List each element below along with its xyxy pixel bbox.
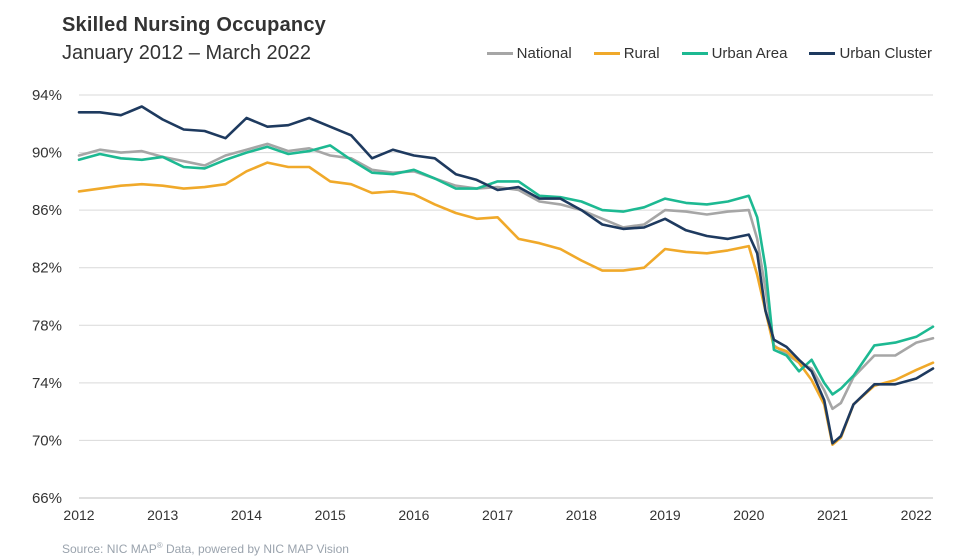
- series-lines: [77, 105, 935, 447]
- legend-swatch-urban-area: [681, 52, 708, 55]
- legend: National Rural Urban Area Urban Cluster: [486, 45, 932, 62]
- registered-mark: ®: [156, 541, 163, 550]
- source-text: Source: NIC MAP: [62, 542, 157, 556]
- x-tick-label: 2020: [733, 507, 764, 523]
- y-axis-ticks: 66% 70% 74% 78% 82% 86% 90% 94%: [32, 87, 62, 507]
- x-axis-ticks: 2012 2013 2014 2015 2016 2017 2018 2019 2020 2021…: [63, 507, 932, 523]
- series-line-urban-area: [77, 144, 935, 396]
- series-line-rural: [77, 161, 935, 447]
- source-note: Source: NIC MAP® Data, powered by NIC MA…: [62, 541, 349, 556]
- legend-label-urban-area: Urban Area: [711, 45, 788, 62]
- x-tick-label: 2022: [901, 507, 932, 523]
- y-tick-label: 70%: [32, 432, 62, 449]
- legend-item-urban-cluster: Urban Cluster: [809, 45, 932, 62]
- x-tick-label: 2016: [398, 507, 429, 523]
- x-tick-label: 2021: [817, 507, 848, 523]
- series-line-national: [77, 142, 935, 411]
- legend-item-rural: Rural: [593, 45, 660, 62]
- y-tick-label: 78%: [32, 317, 62, 334]
- gridlines: [79, 94, 933, 499]
- legend-swatch-rural: [593, 52, 620, 55]
- x-tick-label: 2017: [482, 507, 513, 523]
- legend-label-urban-cluster: Urban Cluster: [839, 45, 932, 62]
- line-chart: 66%70%74%78%82%86%90%94% 2012 2013 2014 201…: [32, 87, 935, 523]
- source-text-rest: Data, powered by NIC MAP Vision: [162, 542, 349, 556]
- y-tick-label: 86%: [32, 202, 62, 219]
- chart-title: Skilled Nursing Occupancy: [62, 14, 326, 36]
- chart-subtitle: January 2012 – March 2022: [62, 42, 312, 64]
- y-tick-label: 82%: [32, 260, 62, 277]
- legend-label-national: National: [516, 45, 572, 62]
- x-tick-label: 2012: [63, 507, 94, 523]
- legend-item-urban-area: Urban Area: [681, 45, 788, 62]
- y-tick-label: 94%: [32, 87, 62, 104]
- x-tick-label: 2018: [566, 507, 597, 523]
- legend-swatch-urban-cluster: [809, 52, 836, 55]
- x-tick-label: 2019: [650, 507, 681, 523]
- legend-swatch-national: [486, 52, 513, 55]
- x-tick-label: 2015: [315, 507, 346, 523]
- legend-label-rural: Rural: [623, 45, 660, 62]
- y-tick-label: 90%: [32, 145, 62, 162]
- legend-item-national: National: [486, 45, 572, 62]
- y-tick-label: 66%: [32, 490, 62, 507]
- y-tick-label: 74%: [32, 375, 62, 392]
- x-tick-label: 2013: [147, 507, 178, 523]
- x-tick-label: 2014: [231, 507, 262, 523]
- series-line-urban-cluster: [77, 105, 935, 445]
